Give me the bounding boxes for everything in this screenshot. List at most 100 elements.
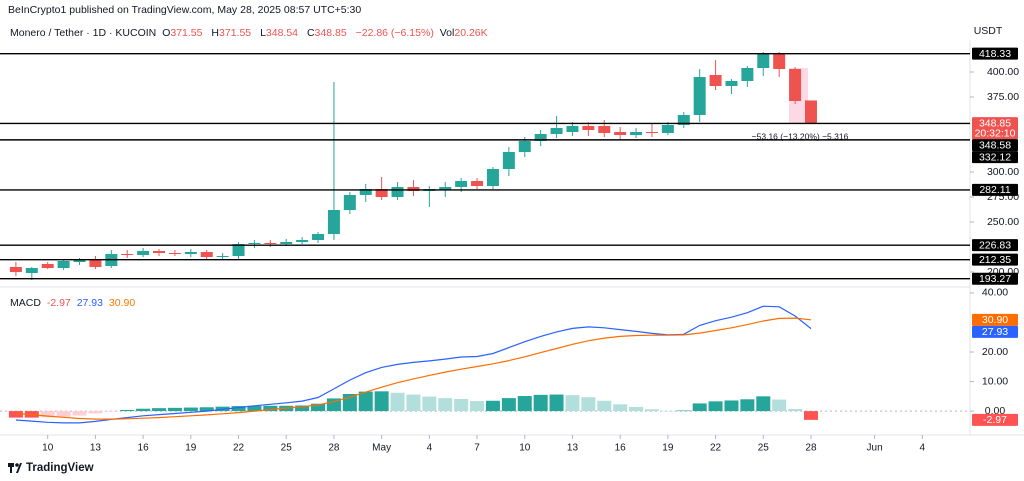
candle-body [645, 132, 658, 133]
candle-body [566, 126, 579, 132]
x-tick-label: 4 [427, 443, 433, 454]
price-label-box [972, 117, 1018, 140]
volume-value: 20.26K [454, 27, 488, 39]
volume: Vol20.26K [440, 27, 491, 39]
histogram-bar [8, 411, 23, 418]
symbol-title: Monero / Tether · 1D · KUCOIN [10, 27, 157, 39]
histogram-bar [629, 406, 644, 412]
x-tick-label: 10 [42, 443, 54, 454]
level-label: 332.12 [979, 151, 1011, 163]
level-label-box [972, 183, 1018, 196]
x-tick-label: May [372, 443, 391, 454]
candle-body [121, 254, 134, 255]
y-tick-label: 10.00 [982, 375, 1008, 387]
histogram-bar [390, 392, 405, 412]
level-label-box [972, 272, 1018, 285]
x-tick-label: 25 [758, 443, 770, 454]
candle-body [264, 243, 277, 244]
histogram-bar [88, 411, 103, 414]
histogram-bar [247, 405, 262, 412]
candle-body [9, 267, 22, 272]
candle-body [248, 243, 261, 244]
histogram-value-label: -2.97 [983, 414, 1007, 426]
candle-body [168, 253, 181, 254]
candle-body [25, 268, 38, 273]
histogram-bar [565, 395, 580, 412]
candle-body [200, 252, 213, 257]
histogram-bar [152, 408, 167, 412]
histogram-bar [517, 396, 532, 412]
low-value: 348.54 [265, 27, 299, 39]
level-label: 212.35 [979, 254, 1011, 266]
ohlc: O371.55 [162, 27, 205, 39]
histogram-bar [581, 397, 596, 412]
measure-annotation: −53.16 (−13.20%) −5,316 [752, 131, 849, 141]
open-prefix: O [162, 27, 171, 39]
candle-body [407, 187, 420, 191]
high-value: 371.55 [219, 27, 252, 39]
y-tick-label: 40.00 [982, 287, 1008, 299]
histogram-bar [120, 409, 135, 412]
ohlc: L348.54 [260, 27, 301, 39]
candle-body [614, 132, 627, 135]
histogram-bar [501, 398, 516, 412]
level-label: 348.58 [979, 139, 1011, 151]
signal-value-label: 30.90 [982, 314, 1008, 326]
tradingview-logo: TradingView [8, 462, 94, 474]
histogram-bar [358, 391, 373, 412]
candle-body [280, 242, 293, 244]
candle-body [327, 210, 340, 234]
high-prefix: H [211, 27, 220, 39]
histogram-bar [183, 407, 198, 412]
x-tick-label: 22 [233, 443, 245, 454]
histogram-bar [311, 403, 326, 412]
histogram-bar [485, 400, 500, 412]
candle-body [232, 244, 245, 256]
level-label: 282.11 [979, 184, 1010, 196]
histogram-bar [597, 400, 612, 412]
brand: TradingView [26, 462, 94, 474]
candle-body [184, 252, 197, 254]
candle-body [725, 81, 738, 86]
candle-body [375, 189, 388, 197]
x-tick-label: 4 [920, 443, 926, 454]
level-label: 226.83 [979, 239, 1011, 251]
x-tick-label: 28 [805, 443, 817, 454]
histogram-value-box [972, 413, 1018, 426]
histogram-bar [231, 406, 246, 412]
histogram-bar [438, 398, 453, 412]
histogram-bar [660, 410, 675, 412]
signal-value: 30.90 [108, 297, 136, 309]
candle-body [661, 125, 674, 133]
candle-body [550, 128, 563, 134]
candle-body [677, 115, 690, 125]
candle-body [518, 141, 531, 152]
candle-body [789, 69, 802, 101]
histogram-bar [199, 407, 214, 412]
level-label-box [972, 47, 1018, 60]
candle-body [741, 68, 754, 81]
currency-label: USDT [974, 25, 1003, 37]
y-tick-label: 300.00 [987, 166, 1019, 178]
candle-body [216, 256, 229, 257]
close-prefix: C [306, 27, 315, 39]
candle-body [439, 187, 452, 190]
candle-body [455, 181, 468, 187]
x-tick-label: Jun [867, 443, 883, 454]
histogram-bar [374, 391, 389, 412]
price-legend: Monero / Tether · 1D · KUCOIN O371.55 H3… [10, 27, 494, 39]
histogram-bar [676, 410, 691, 412]
histogram-bar [644, 409, 659, 412]
candle-body [153, 251, 166, 253]
x-tick-label: 25 [281, 443, 293, 454]
publisher-line: BeInCrypto1 published on TradingView.com… [8, 4, 362, 16]
histogram-bar [454, 398, 469, 412]
level-label-box [972, 253, 1018, 266]
candle-body [73, 260, 86, 262]
close-value: 348.85 [314, 27, 347, 39]
candle-body [391, 187, 404, 197]
candle-body [312, 234, 325, 240]
histogram-bar [295, 405, 310, 412]
histogram-bar [803, 411, 818, 420]
y-tick-label: 250.00 [987, 216, 1019, 228]
